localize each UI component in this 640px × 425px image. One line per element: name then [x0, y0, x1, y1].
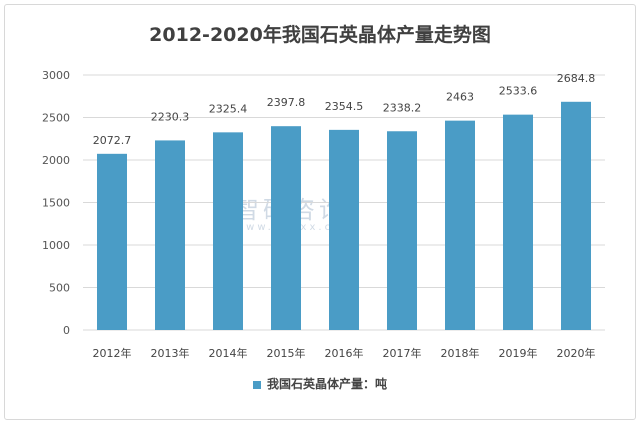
x-tick-label: 2012年 — [93, 346, 132, 360]
y-tick-label: 500 — [49, 282, 70, 295]
y-tick-label: 2500 — [42, 112, 70, 125]
data-label: 2354.5 — [325, 100, 364, 113]
data-label: 2230.3 — [151, 110, 190, 123]
chart-frame — [4, 4, 636, 420]
data-label: 2684.8 — [557, 72, 596, 85]
data-label: 2533.6 — [499, 85, 538, 98]
bar — [271, 126, 301, 330]
chart-title: 2012-2020年我国石英晶体产量走势图 — [149, 24, 491, 46]
bar — [445, 120, 475, 331]
data-label: 2325.4 — [209, 102, 248, 115]
y-tick-label: 3000 — [42, 69, 70, 82]
x-tick-label: 2015年 — [267, 346, 306, 360]
y-tick-label: 2000 — [42, 154, 70, 167]
bar — [503, 114, 533, 330]
data-label: 2397.8 — [267, 96, 306, 109]
legend: 我国石英晶体产量：吨 — [0, 375, 640, 392]
bar — [155, 140, 185, 330]
data-label: 2072.7 — [93, 134, 132, 147]
x-tick-label: 2013年 — [151, 346, 190, 360]
x-tick-label: 2018年 — [441, 346, 480, 360]
bar — [561, 101, 591, 331]
x-tick-label: 2014年 — [209, 346, 248, 360]
x-tick-label: 2016年 — [325, 346, 364, 360]
x-tick-label: 2017年 — [383, 346, 422, 360]
legend-swatch — [252, 380, 261, 389]
legend-label: 我国石英晶体产量：吨 — [266, 377, 387, 391]
bar — [329, 129, 359, 330]
bar — [97, 153, 127, 330]
data-label: 2463 — [446, 91, 474, 104]
x-tick-label: 2019年 — [499, 346, 538, 360]
data-label: 2338.2 — [383, 101, 422, 114]
y-tick-label: 1000 — [42, 239, 70, 252]
bar — [213, 132, 243, 330]
y-tick-label: 0 — [63, 324, 70, 337]
x-tick-label: 2020年 — [557, 346, 596, 360]
bar — [387, 131, 417, 330]
y-tick-label: 1500 — [42, 197, 70, 210]
